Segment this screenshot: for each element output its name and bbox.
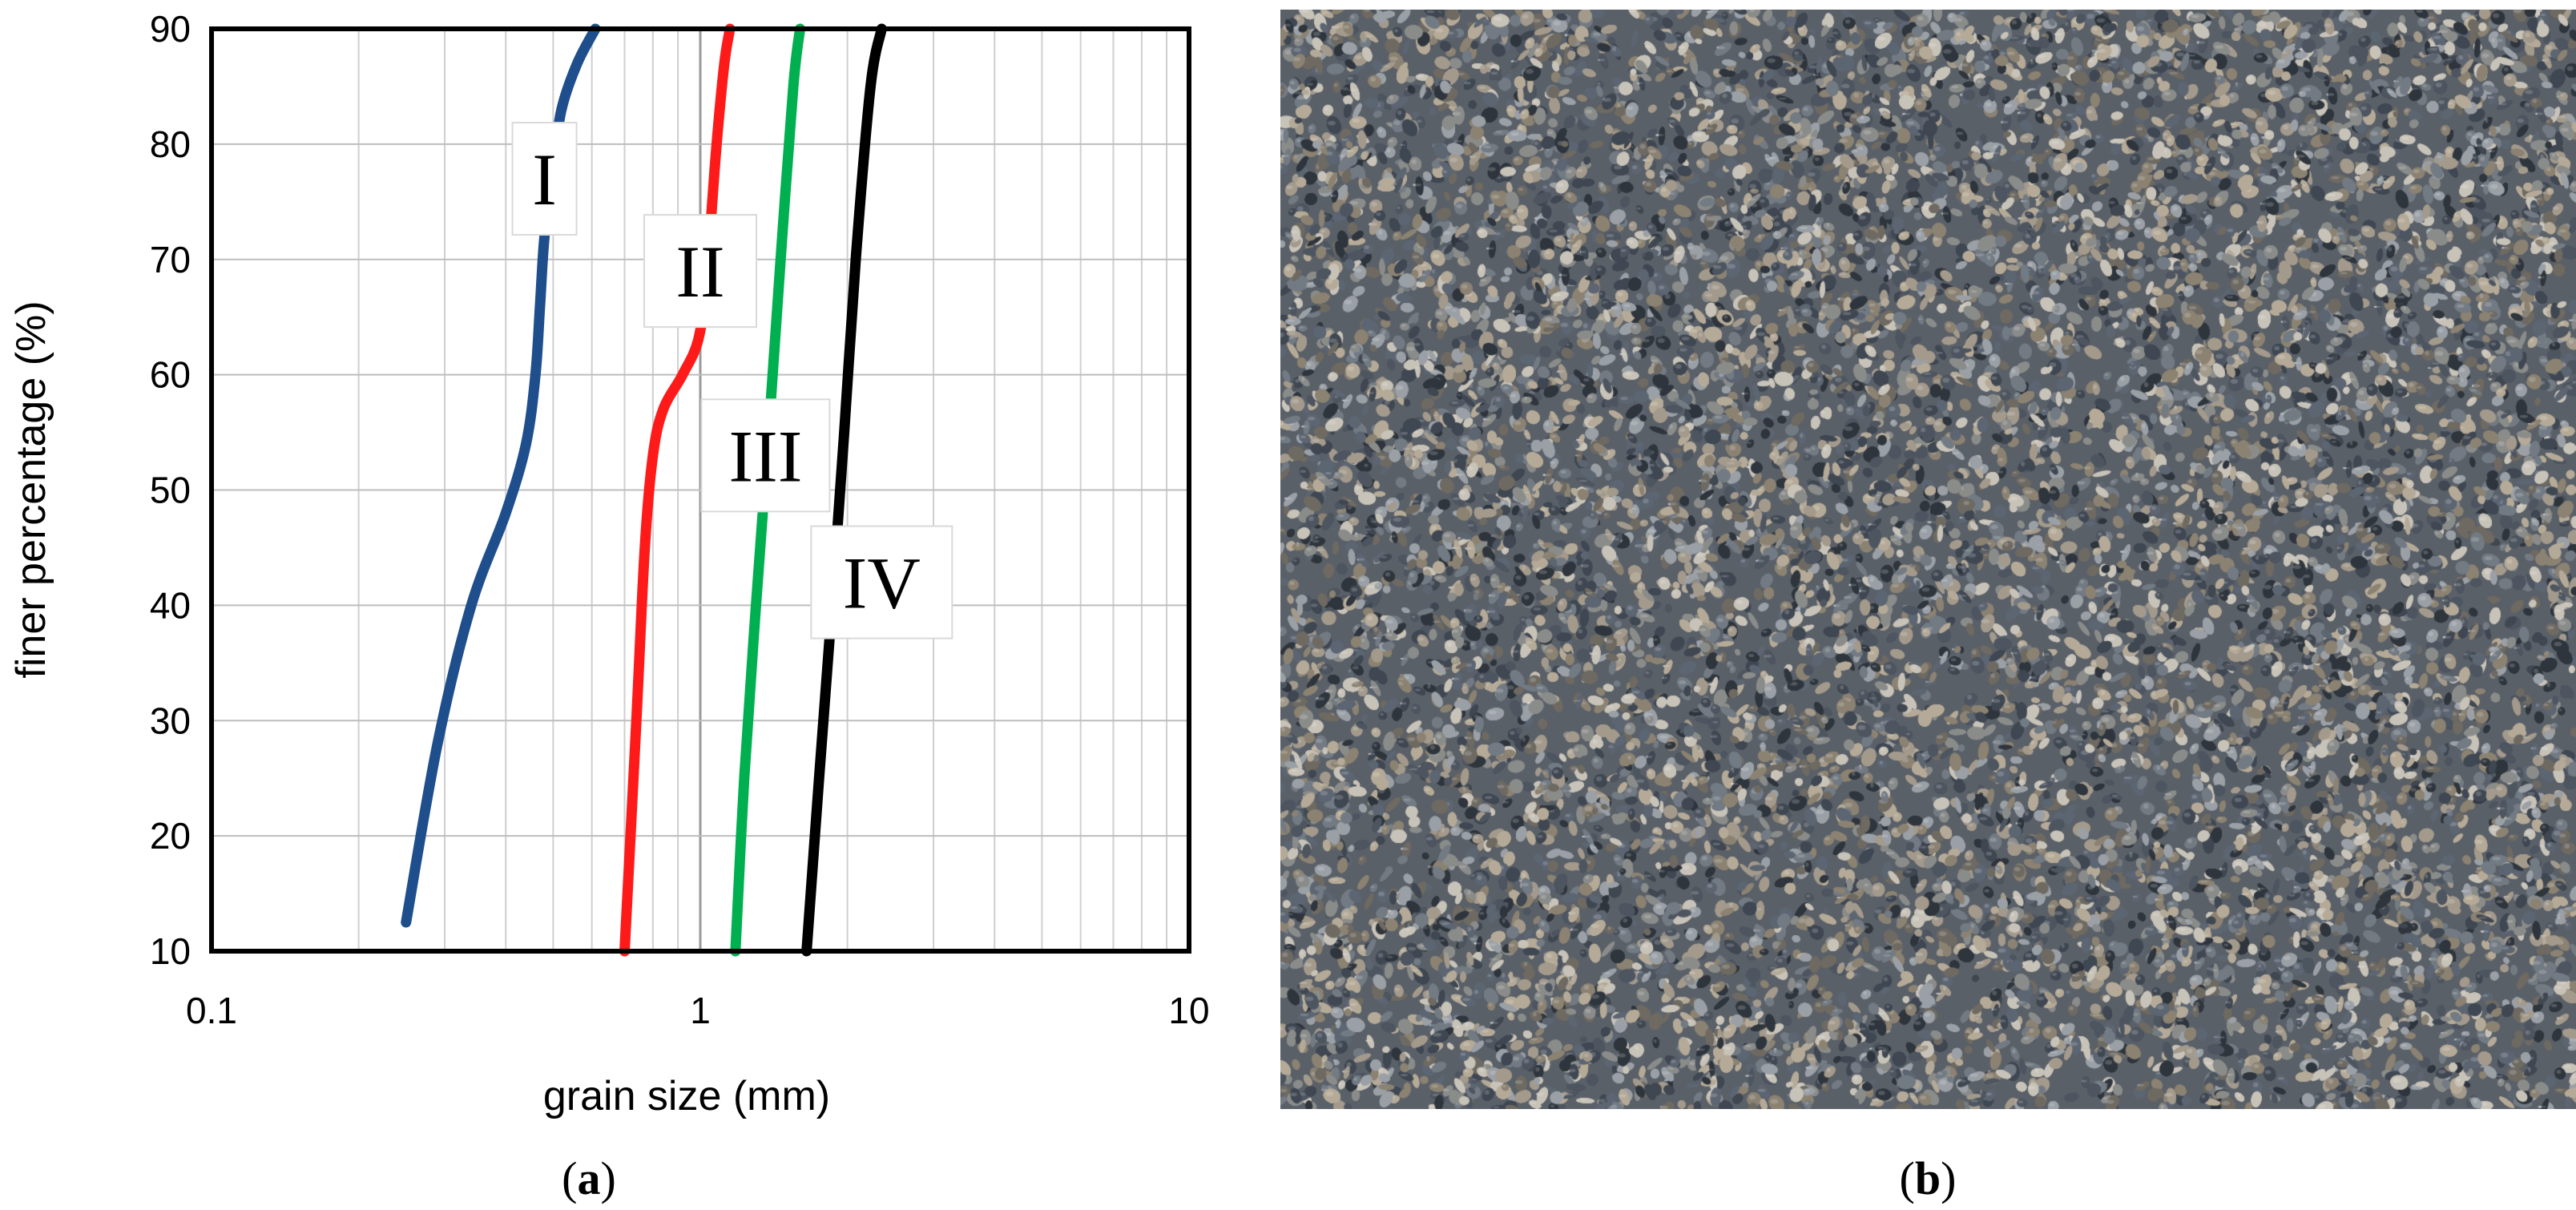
y-tick-label: 60 (150, 354, 191, 396)
curve-label-4: IV (843, 542, 921, 624)
y-tick-label: 90 (150, 8, 191, 50)
curve-label-box (810, 525, 953, 639)
y-tick-label: 20 (150, 815, 191, 857)
series-line-2 (619, 23, 736, 957)
gravel-texture (1280, 10, 2576, 1109)
x-tick-label: 0.1 (186, 990, 237, 1031)
y-tick-label: 70 (150, 239, 191, 280)
curve-label-box (643, 214, 757, 329)
curve-label-1: I (532, 139, 557, 220)
y-tick-label: 30 (150, 700, 191, 741)
panel-label-b: (b) (1900, 1152, 1957, 1204)
tick-labels: 10 20 30 40 50 60 70 80 90 0.1 1 10 (150, 8, 1210, 1031)
panel-label-a: (a) (562, 1152, 616, 1204)
y-tick-label: 50 (150, 470, 191, 511)
x-axis-title: grain size (mm) (543, 1073, 830, 1119)
curve-label-2: II (675, 231, 724, 313)
curve-label-box (511, 122, 578, 236)
plot-gridlines (212, 29, 1189, 951)
x-tick-label: 1 (690, 990, 711, 1031)
y-tick-label: 80 (150, 123, 191, 165)
series-line-4 (801, 23, 887, 957)
x-tick-label: 10 (1168, 990, 1209, 1031)
gravel-photo (1280, 10, 2576, 1109)
y-tick-label: 40 (150, 584, 191, 626)
curve-label-box (700, 398, 831, 513)
curve-label-3: III (728, 415, 802, 497)
y-axis-title: finer percentage (%) (8, 300, 54, 678)
y-tick-label: 10 (150, 930, 191, 972)
plot-frame (209, 26, 1191, 954)
